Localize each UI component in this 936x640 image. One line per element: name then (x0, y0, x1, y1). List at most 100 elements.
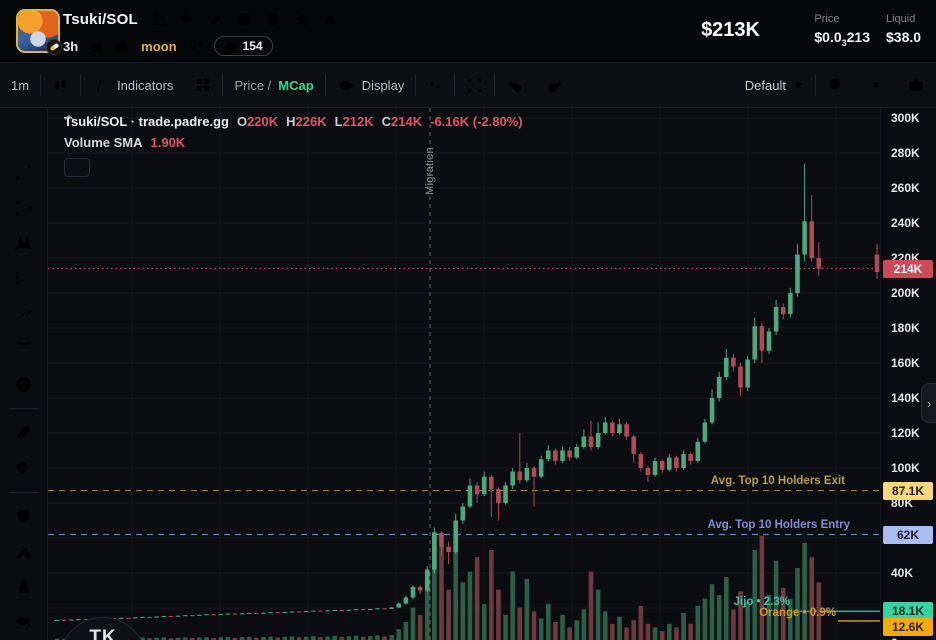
dex-tag-moon[interactable]: moon (141, 38, 177, 54)
chart-toolbar: 1m Indicators Price / MCap (0, 62, 936, 108)
alert-bell-icon[interactable] (323, 11, 340, 28)
chart-settings-button[interactable] (856, 76, 896, 94)
search-icon[interactable] (179, 12, 195, 28)
indicators-button[interactable]: Indicators (81, 77, 184, 93)
token-watermark: TK (59, 617, 147, 640)
price-axis[interactable]: 300K 280K 260K 240K 220K 200K 180K 160K 140K 120K… (880, 108, 936, 640)
holders-icon[interactable] (150, 12, 167, 28)
divider (222, 74, 224, 96)
crosshair-tool[interactable] (7, 120, 41, 155)
legend-open: O220K (236, 114, 279, 129)
measure-ruler-tool[interactable] (7, 415, 41, 450)
divider (8, 408, 39, 410)
copy-address-icon[interactable] (115, 39, 130, 54)
legend-high: H226K (286, 114, 327, 129)
divider (80, 74, 82, 96)
magnet-mode-tool[interactable] (7, 499, 41, 534)
level-label-jijo[interactable]: Jijo • 2.3% (733, 596, 790, 609)
divider (8, 491, 39, 493)
legend-symbol[interactable]: Tsuki/SOL · trade.padre.gg (64, 114, 229, 129)
drawing-tools-sidebar (0, 108, 48, 640)
external-link-icon[interactable] (188, 39, 203, 54)
axis-tick: 140K (891, 391, 920, 405)
redo-button[interactable] (535, 78, 575, 93)
undo-icon (506, 78, 524, 93)
fib-retracement-tool[interactable] (7, 191, 41, 226)
fullscreen-icon (466, 77, 483, 94)
divider (494, 74, 496, 96)
grid-layout-icon (195, 77, 211, 93)
long-short-position-tool[interactable] (7, 261, 41, 296)
legend-collapse-button[interactable] (64, 114, 90, 177)
mcap-value: $213K (701, 19, 760, 41)
gear-icon (867, 76, 885, 94)
token-avatar[interactable] (16, 9, 62, 55)
volume-sma-value: 1.90K (150, 135, 186, 150)
layout-preset-dropdown[interactable]: Default (734, 78, 815, 93)
legend-low: L212K (334, 114, 374, 129)
sliders-icon (427, 77, 443, 94)
axis-tick: 120K (891, 426, 920, 440)
axis-tick: 280K (891, 146, 920, 160)
function-icon (92, 77, 110, 93)
liquidity-label: Liquid (886, 13, 916, 25)
chart-legend: Tsuki/SOL · trade.padre.gg O220K H226K L… (64, 114, 523, 177)
lock-drawings-tool[interactable] (7, 569, 41, 604)
camera-icon (907, 77, 925, 94)
divider (40, 74, 42, 96)
text-tool[interactable] (7, 332, 41, 367)
axis-tick: 240K (891, 216, 920, 230)
display-button[interactable]: Display (326, 78, 416, 93)
undo-button[interactable] (495, 78, 535, 93)
screenshot-button[interactable] (896, 77, 936, 94)
bonding-curve-icon[interactable] (236, 11, 253, 28)
pill-badge-icon (46, 39, 62, 55)
axis-tick: 300K (891, 111, 920, 125)
price-badge-orange: 12.6K (883, 617, 933, 636)
panel-expander-button[interactable]: › (921, 383, 936, 423)
price-badge-jijo: 18.1K (883, 602, 933, 621)
price-badge-holders-entry: 62K (883, 525, 933, 544)
layout-grid-button[interactable] (184, 77, 222, 93)
price-stat: Price $0.03213 (814, 13, 870, 48)
level-label-holders-exit[interactable]: Avg. Top 10 Holders Exit (710, 474, 845, 487)
axis-tick: 40K (891, 566, 914, 580)
favorite-star-icon[interactable] (294, 11, 311, 28)
redo-icon (546, 78, 564, 93)
axis-tick: 0 (891, 636, 898, 640)
eye-icon (222, 40, 237, 53)
hide-drawings-tool[interactable] (7, 605, 41, 640)
watchers-pill[interactable]: 154 (213, 36, 273, 56)
legend-change: -6.16K (-2.80%) (430, 114, 523, 129)
trend-line-tool[interactable] (7, 155, 41, 190)
chevron-right-icon: › (927, 395, 932, 411)
xabcd-pattern-tool[interactable] (7, 226, 41, 261)
candlestick-plot (48, 108, 880, 640)
emoji-tool[interactable] (7, 367, 41, 402)
volume-sma-label[interactable]: Volume SMA (64, 135, 143, 150)
price-label: Price (814, 13, 840, 25)
calendar-icon[interactable] (89, 39, 104, 54)
brush-tool[interactable] (7, 296, 41, 331)
price-chart-pane[interactable]: TK Migration Tsuki/SOL · trade.padre.gg … (48, 108, 880, 640)
level-label-holders-entry[interactable]: Avg. Top 10 Holders Entry (707, 518, 851, 531)
fullscreen-button[interactable] (455, 77, 494, 94)
settings-sliders-button[interactable] (416, 77, 454, 94)
interval-button[interactable]: 1m (11, 77, 30, 93)
price-badge-holders-exit: 87.1K (883, 481, 933, 500)
price-mcap-toggle[interactable]: Price / MCap (234, 77, 314, 93)
axis-tick: 180K (891, 321, 920, 335)
level-label-orange[interactable]: Orange • 0.9% (759, 606, 836, 619)
symbol-search-button[interactable] (816, 76, 856, 94)
eye-icon (337, 78, 355, 93)
divider (324, 74, 326, 96)
pill-icon[interactable] (207, 12, 224, 28)
zoom-in-tool[interactable] (7, 451, 41, 486)
candle-style-button[interactable] (41, 77, 80, 94)
drawing-mode-lock-tool[interactable] (7, 534, 41, 569)
bird-logo-icon[interactable] (265, 11, 282, 28)
axis-tick: 100K (891, 461, 920, 475)
search-icon (827, 76, 845, 94)
price-value: $0.03213 (814, 29, 870, 48)
token-pair-title: Tsuki/SOL (63, 11, 138, 28)
